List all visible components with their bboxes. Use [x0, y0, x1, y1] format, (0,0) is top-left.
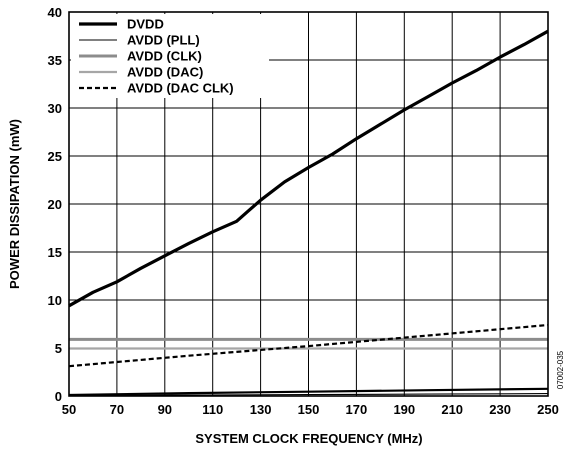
y-tick-label: 30	[48, 101, 62, 116]
series-line-unlabeled	[68, 387, 549, 397]
x-tick-label: 130	[250, 402, 272, 417]
x-tick-label: 70	[110, 402, 124, 417]
y-tick-label: 10	[48, 293, 62, 308]
series-line-dvdd	[68, 29, 549, 308]
legend-label: DVDD	[127, 17, 164, 32]
x-tick-label: 110	[202, 402, 223, 417]
x-tick-label: 210	[441, 402, 463, 417]
y-tick-label: 15	[48, 245, 62, 260]
series-lines	[68, 29, 549, 397]
plot-frame	[68, 11, 549, 397]
x-tick-label: 190	[393, 402, 415, 417]
x-tick-label: 170	[346, 402, 368, 417]
x-tick-label: 250	[537, 402, 559, 417]
y-tick-label: 40	[48, 5, 62, 20]
y-tick-label: 5	[55, 341, 62, 356]
x-axis-title: SYSTEM CLOCK FREQUENCY (MHz)	[195, 431, 422, 446]
y-tick-label: 35	[48, 53, 62, 68]
series-line-avdd-pll	[68, 393, 549, 397]
y-tick-label: 20	[48, 197, 62, 212]
y-tick-labels: 0 5 10 15 20 25 30 35 40	[48, 5, 62, 404]
x-tick-labels: 50 70 90 110 130 150 170 190 210 230 250	[62, 402, 559, 417]
y-axis-title: POWER DISSIPATION (mW)	[7, 119, 22, 289]
figure-id: 07002-035	[556, 350, 565, 389]
x-tick-label: 50	[62, 402, 76, 417]
series-line-avdd-dac-clk	[68, 323, 549, 368]
legend-label: AVDD (CLK)	[127, 49, 202, 64]
y-tick-label: 25	[48, 149, 62, 164]
y-tick-label: 0	[55, 389, 62, 404]
legend-label: AVDD (DAC CLK)	[127, 81, 234, 96]
legend-label: AVDD (PLL)	[127, 33, 200, 48]
x-tick-label: 150	[298, 402, 320, 417]
legend-label: AVDD (DAC)	[127, 65, 203, 80]
x-tick-label: 90	[158, 402, 172, 417]
x-tick-label: 230	[489, 402, 511, 417]
